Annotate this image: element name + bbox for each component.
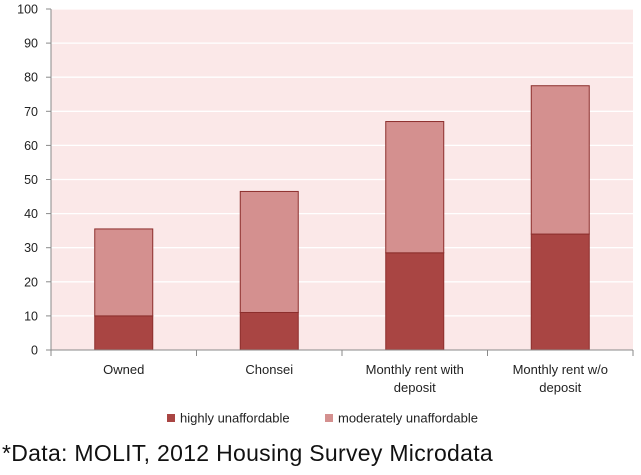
y-tick-label: 40 [24, 207, 38, 221]
y-tick-label: 70 [24, 105, 38, 119]
y-tick-label: 100 [17, 3, 38, 17]
x-category-label: deposit [539, 380, 581, 395]
bar-segment-highly [94, 315, 154, 351]
legend-label: highly unaffordable [180, 411, 290, 426]
x-axis: Owned Chonsei Monthly rent with deposit Mont… [50, 349, 634, 395]
y-tick-label: 50 [24, 173, 38, 187]
legend-label: moderately unaffordable [338, 411, 478, 426]
x-category-label: Owned [103, 362, 144, 377]
bar-segment-highly [239, 311, 299, 351]
bar-segment-highly [530, 233, 590, 351]
y-tick-label: 60 [24, 139, 38, 153]
x-category-label: deposit [394, 380, 436, 395]
y-axis: 0 10 20 30 40 50 60 70 80 90 100 [17, 3, 52, 358]
bar-segment-moderately [530, 85, 590, 235]
legend: highly unaffordable moderately unaffordab… [167, 411, 478, 426]
stacked-bar-chart: 0 10 20 30 40 50 60 70 80 90 100 Owned Chonsei Month… [17, 3, 634, 426]
y-tick-label: 20 [24, 275, 38, 289]
bars [94, 85, 590, 351]
data-source-footnote: *Data: MOLIT, 2012 Housing Survey Microd… [2, 440, 494, 466]
legend-swatch [167, 414, 175, 422]
y-tick-label: 10 [24, 309, 38, 323]
y-tick-label: 0 [31, 344, 38, 358]
bar-segment-moderately [385, 121, 445, 254]
bar-segment-highly [385, 252, 445, 351]
x-category-label: Monthly rent with [366, 362, 464, 377]
legend-swatch [325, 414, 333, 422]
y-tick-label: 30 [24, 241, 38, 255]
bar-segment-moderately [239, 190, 299, 313]
x-category-label: Chonsei [245, 362, 293, 377]
y-tick-label: 90 [24, 37, 38, 51]
y-tick-label: 80 [24, 71, 38, 85]
x-category-label: Monthly rent w/o [513, 362, 608, 377]
bar-segment-moderately [94, 228, 154, 317]
